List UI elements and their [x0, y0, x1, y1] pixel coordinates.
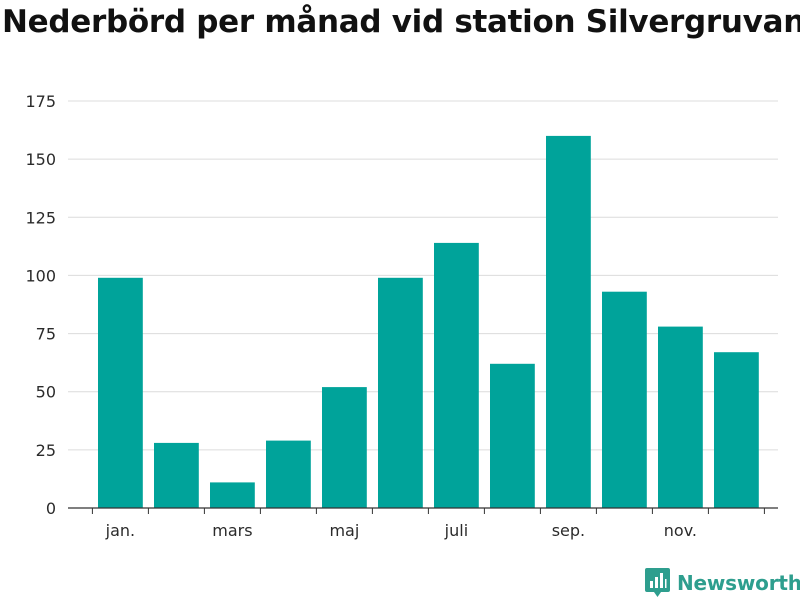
x-tick-label: sep.: [552, 521, 585, 540]
bar-juni: [378, 277, 423, 508]
x-axis: jan. mars maj juli sep. nov.: [68, 507, 778, 540]
x-tick-label: maj: [329, 521, 359, 540]
bar-maj: [322, 387, 367, 508]
brand-name: Newsworthy: [677, 571, 800, 595]
brand-logo: Newsworthy: [645, 568, 800, 598]
bar-sep: [546, 135, 591, 508]
y-tick-label: 125: [25, 208, 56, 227]
bar-chart-icon: [645, 568, 670, 597]
y-axis-ticks: 0 25 50 75 100 125 150 175: [25, 92, 56, 518]
x-tick-label: juli: [444, 521, 468, 540]
bars: [98, 135, 759, 508]
bar-okt: [602, 291, 647, 508]
x-tick-label: jan.: [105, 521, 135, 540]
bar-feb: [154, 442, 199, 508]
bar-jan: [98, 277, 143, 508]
y-tick-label: 175: [25, 92, 56, 111]
y-tick-label: 25: [36, 441, 56, 460]
y-tick-label: 150: [25, 150, 56, 169]
bar-nov: [658, 326, 703, 508]
bar-juli: [434, 242, 479, 508]
bar-mars: [210, 482, 255, 508]
x-tick-label: mars: [212, 521, 252, 540]
bar-aug: [490, 363, 535, 508]
x-tick-label: nov.: [664, 521, 697, 540]
y-tick-label: 100: [25, 266, 56, 285]
bar-dec: [714, 352, 759, 508]
chart-title: Nederbörd per månad vid station Silvergr…: [2, 4, 800, 40]
bar-april: [266, 440, 311, 508]
y-tick-label: 0: [46, 499, 56, 518]
y-tick-label: 75: [36, 325, 56, 344]
y-tick-label: 50: [36, 383, 56, 402]
